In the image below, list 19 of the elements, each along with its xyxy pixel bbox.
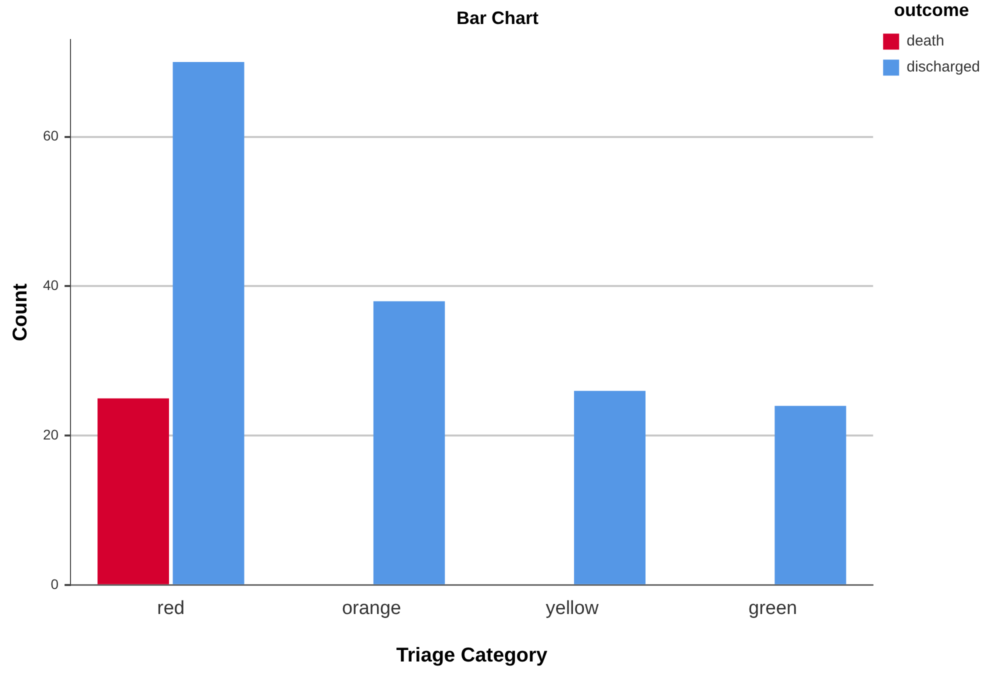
legend-label: discharged [906,58,980,76]
x-tick-label: yellow [546,598,599,619]
y-tick-label: 40 [42,277,59,294]
y-axis-title: Count [10,283,32,342]
x-tick-label: orange [342,598,402,619]
x-tick-label: red [157,598,185,619]
y-tick-label: 20 [42,426,59,443]
y-tick-label: 60 [42,128,59,144]
bar [98,398,170,584]
x-tick-label: green [748,598,798,619]
bar [373,301,445,584]
bar [774,406,846,584]
legend-title: outcome [894,0,970,20]
y-tick-label: 0 [50,576,59,592]
bar [574,390,646,584]
chart-title: Bar Chart [456,8,539,28]
x-axis-title: Triage Category [396,644,548,667]
bar [172,62,244,584]
legend-label: death [906,32,944,50]
